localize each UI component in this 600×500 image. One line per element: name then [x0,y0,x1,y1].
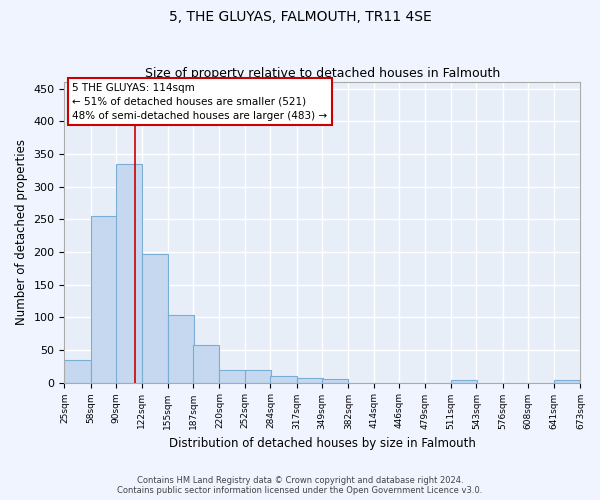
X-axis label: Distribution of detached houses by size in Falmouth: Distribution of detached houses by size … [169,437,476,450]
Bar [116,164,142,382]
Bar [296,378,323,382]
Bar [220,370,246,382]
Text: Contains HM Land Registry data © Crown copyright and database right 2024.
Contai: Contains HM Land Registry data © Crown c… [118,476,482,495]
Text: 5 THE GLUYAS: 114sqm
← 51% of detached houses are smaller (521)
48% of semi-deta: 5 THE GLUYAS: 114sqm ← 51% of detached h… [73,82,328,120]
Bar [64,360,91,382]
Bar [451,380,477,382]
Bar [168,314,194,382]
Bar [142,254,168,382]
Bar [554,380,580,382]
Bar [322,380,348,382]
Bar [193,346,220,383]
Bar [245,370,271,382]
Bar [271,376,296,382]
Text: 5, THE GLUYAS, FALMOUTH, TR11 4SE: 5, THE GLUYAS, FALMOUTH, TR11 4SE [169,10,431,24]
Y-axis label: Number of detached properties: Number of detached properties [15,140,28,326]
Title: Size of property relative to detached houses in Falmouth: Size of property relative to detached ho… [145,66,500,80]
Bar [91,216,117,382]
